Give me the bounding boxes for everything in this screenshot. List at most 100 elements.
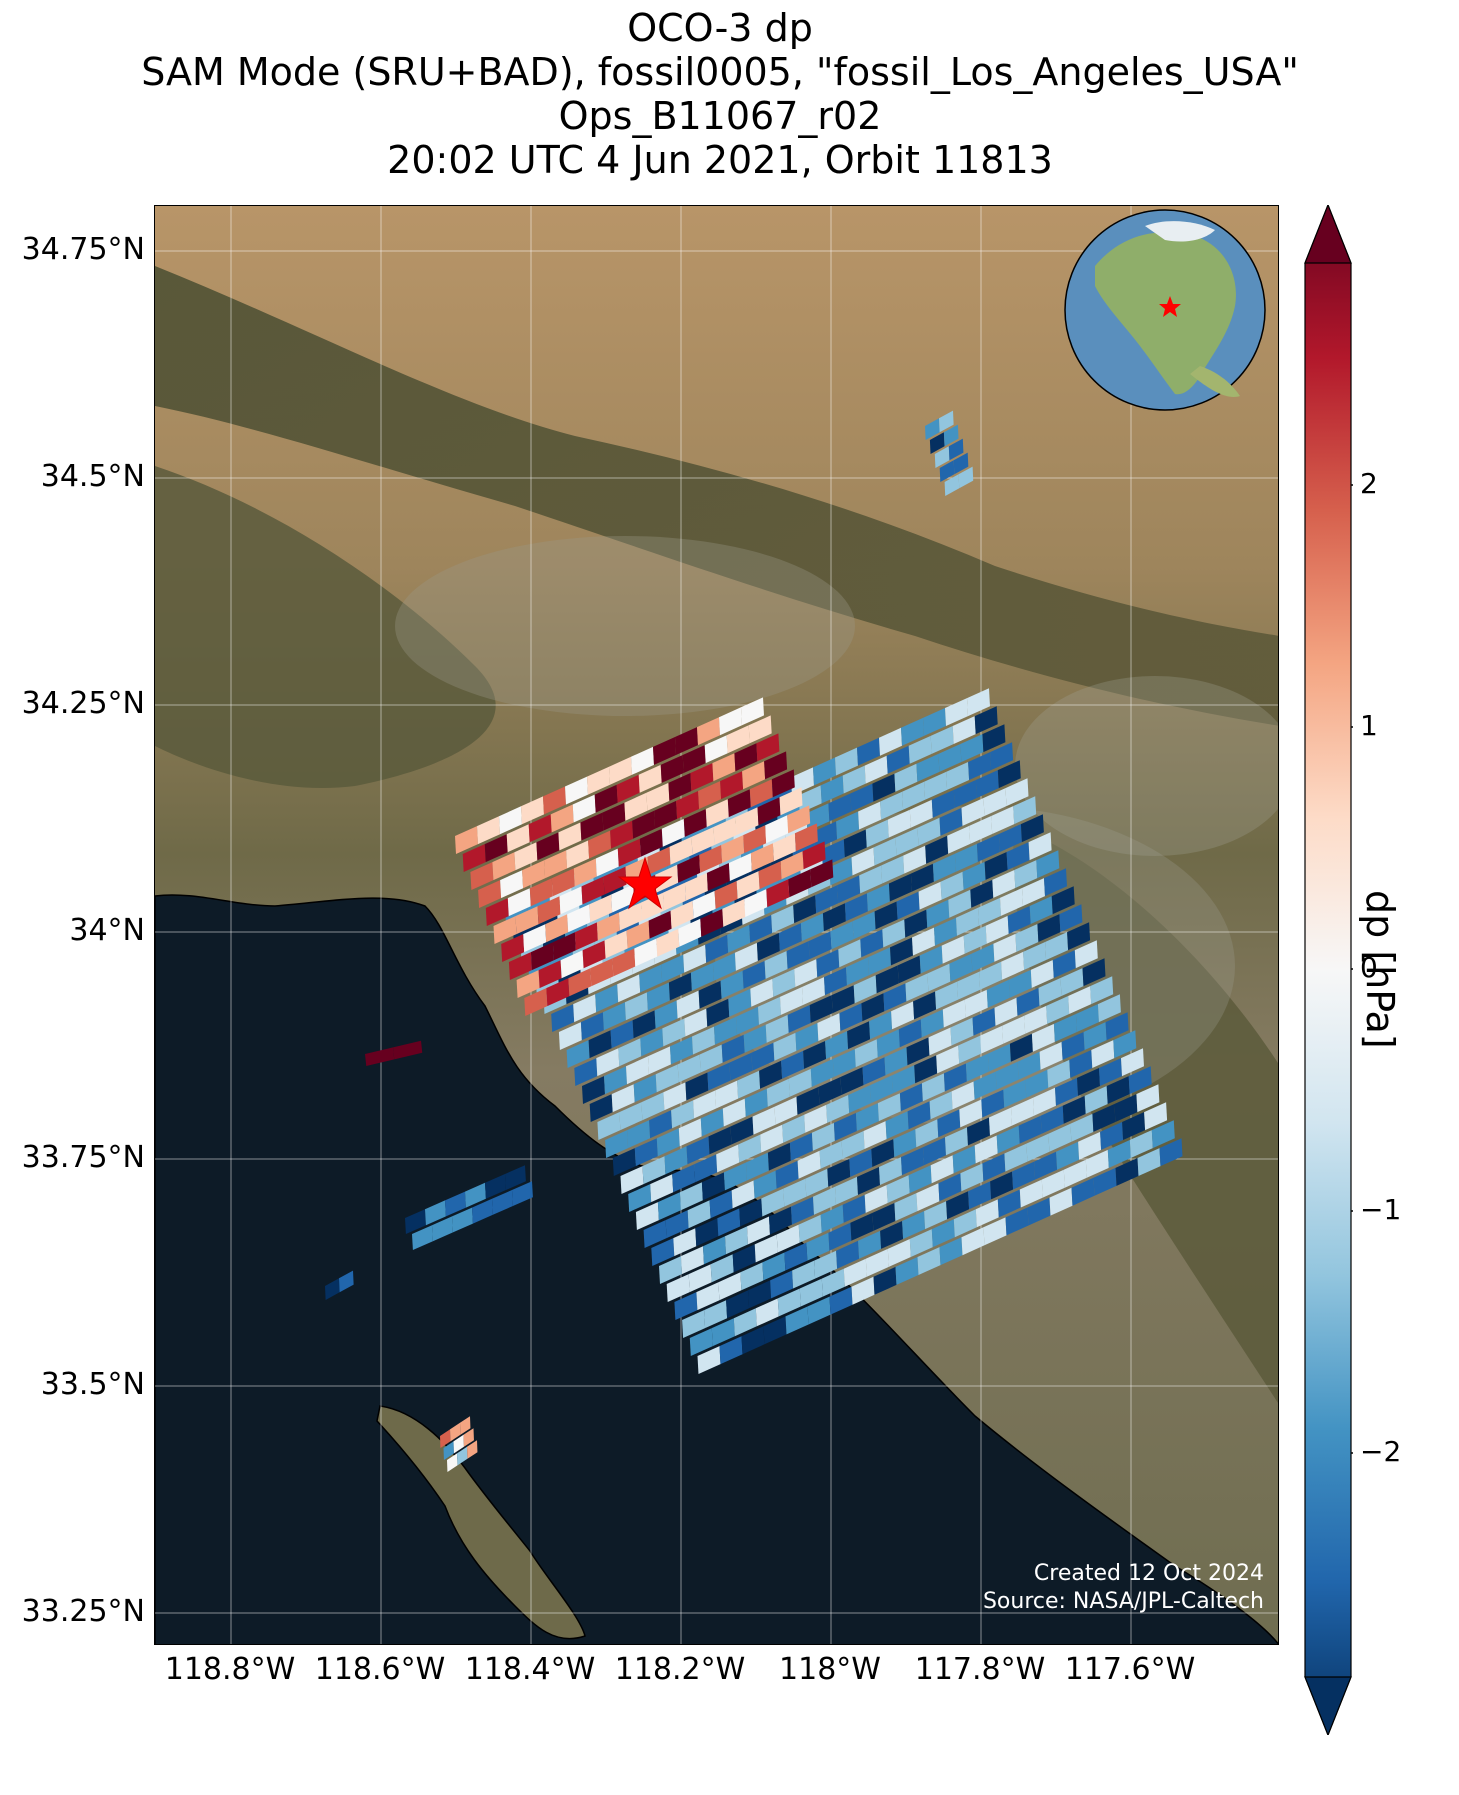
swath-cell: [826, 1095, 850, 1123]
swath-cell: [649, 1110, 673, 1139]
swath-cell: [732, 1244, 756, 1273]
swath-cell: [779, 787, 803, 816]
swath-cell: [756, 933, 780, 961]
swath-cell: [634, 1138, 658, 1167]
swath-cell: [717, 1208, 741, 1237]
swath-cell: [646, 982, 670, 1011]
swath-cell: [964, 989, 988, 1018]
swath-cell: [1022, 878, 1045, 906]
title-line-1: OCO-3 dp: [627, 6, 813, 50]
swath-cell: [703, 1236, 726, 1265]
swath-cell: [857, 737, 880, 766]
swath-cell: [842, 765, 866, 794]
colorbar-tick-minus-1: −1: [1360, 1193, 1402, 1226]
swath-cell: [1034, 1151, 1058, 1180]
swath-cell: [1099, 1058, 1122, 1086]
swath-cell: [761, 1188, 785, 1217]
swath-cell: [786, 941, 810, 969]
swath-cell: [764, 951, 788, 979]
swath-cell: [657, 1192, 681, 1221]
swath-cell: [892, 1065, 916, 1094]
swath-cell: [529, 878, 553, 907]
swath-cell: [748, 715, 772, 744]
swath-cell: [1107, 1140, 1131, 1168]
swath-cell: [939, 1237, 963, 1266]
swath-cell: [662, 882, 686, 911]
swath-cell: [744, 1088, 768, 1117]
swath-cell: [692, 1026, 715, 1055]
swath-cell: [850, 783, 874, 812]
swath-cell: [930, 726, 954, 754]
swath-cell: [849, 1149, 873, 1177]
swath-cell: [660, 755, 684, 783]
swath-cell: [765, 815, 789, 844]
colorbar: [1304, 205, 1353, 1735]
swath-cell: [365, 1047, 395, 1066]
swath-cell: [815, 885, 839, 914]
swath-cell: [943, 1063, 967, 1092]
swath-cell: [813, 1186, 836, 1215]
swath-cell: [770, 1270, 794, 1299]
swath-cell: [1047, 1059, 1071, 1088]
swath-cell: [843, 1258, 867, 1287]
swath-cell: [596, 1048, 620, 1077]
swath-cell: [929, 1091, 953, 1120]
swath-cell: [715, 1080, 739, 1109]
swath-cell: [890, 937, 913, 966]
swath-cell: [516, 970, 540, 998]
swath-cell: [962, 861, 986, 890]
swath-cell: [756, 733, 780, 762]
swath-cell: [589, 894, 613, 923]
swath-cell: [643, 1220, 667, 1248]
swath-cell: [675, 727, 698, 755]
swath-cell: [843, 829, 867, 858]
swath-cell: [879, 727, 902, 756]
swath-cell: [609, 756, 632, 785]
swath-cell: [453, 1434, 464, 1454]
swath-cell: [505, 1165, 526, 1190]
swath-cell: [700, 908, 724, 937]
swath-cell: [989, 1107, 1012, 1136]
swath-cell: [875, 965, 899, 994]
created-date: Created 12 Oct 2024: [1033, 1561, 1264, 1586]
swath-cell: [696, 1282, 720, 1311]
swath-cell: [719, 707, 742, 736]
swath-cell: [545, 914, 569, 943]
satellite-map: [155, 206, 1278, 1644]
title-line-3: Ops_B11067_r02: [558, 94, 882, 138]
swath-cell: [692, 890, 716, 919]
swath-cell: [914, 1055, 938, 1084]
swath-cell: [769, 1206, 792, 1235]
swath-cell: [773, 1032, 797, 1061]
swath-cell: [814, 1250, 838, 1279]
swath-cell: [558, 1022, 582, 1050]
swath-cell: [873, 1266, 897, 1295]
colorbar-tick-0: 0: [1360, 951, 1378, 984]
swath-cell: [968, 752, 992, 780]
swath-cell: [726, 725, 750, 754]
swath-cell: [405, 1209, 426, 1234]
swath-cell: [602, 802, 626, 831]
swath-cell: [722, 899, 746, 927]
swath-cell: [522, 860, 546, 889]
swath-cell: [803, 1041, 827, 1069]
swath-cell: [943, 424, 959, 447]
swath-cell: [670, 900, 694, 929]
swath-cell: [739, 1198, 763, 1227]
colorbar-tick-1: 1: [1360, 709, 1378, 742]
lat-label-33-75: 33.75°N: [21, 1140, 145, 1175]
swath-cell: [523, 924, 547, 953]
figure-title: OCO-3 dp SAM Mode (SRU+BAD), fossil0005,…: [0, 6, 1440, 182]
swath-cell: [802, 841, 826, 870]
swath-cell: [937, 1109, 961, 1138]
swath-cell: [948, 438, 964, 461]
swath-cell: [780, 851, 804, 880]
swath-cell: [718, 1272, 742, 1301]
swath-cell: [861, 993, 885, 1022]
swath-cell: [963, 925, 987, 954]
swath-cell: [664, 1146, 688, 1175]
swath-cell: [678, 918, 702, 947]
swath-cell: [728, 988, 752, 1017]
swath-cell: [921, 1073, 945, 1102]
swath-cell: [1060, 968, 1084, 996]
